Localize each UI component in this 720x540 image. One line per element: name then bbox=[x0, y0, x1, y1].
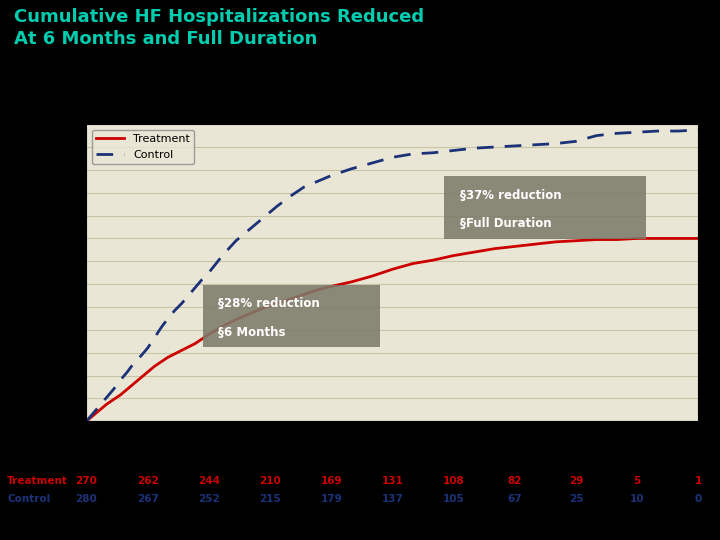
Text: Cumulative HF Hospitalizations Reduced: Cumulative HF Hospitalizations Reduced bbox=[14, 8, 425, 26]
Text: Treatment: Treatment bbox=[7, 476, 68, 487]
Text: §28% reduction: §28% reduction bbox=[218, 298, 320, 310]
Y-axis label: Cumulative Number of HFR Hospitalizations: Cumulative Number of HFR Hospitalization… bbox=[40, 145, 50, 401]
Text: 131: 131 bbox=[382, 476, 403, 487]
FancyBboxPatch shape bbox=[203, 285, 380, 347]
Text: At 6 Months and Full Duration: At 6 Months and Full Duration bbox=[14, 30, 318, 48]
Text: No. at Risk: No. at Risk bbox=[7, 459, 71, 469]
Text: 267: 267 bbox=[137, 494, 158, 504]
Text: §Full Duration: §Full Duration bbox=[459, 217, 552, 230]
Text: 0: 0 bbox=[695, 494, 702, 504]
Text: 5: 5 bbox=[634, 476, 641, 487]
Text: Control: Control bbox=[7, 494, 50, 504]
Text: §37% reduction: §37% reduction bbox=[459, 189, 562, 202]
Text: 1: 1 bbox=[695, 476, 702, 487]
Text: 262: 262 bbox=[137, 476, 158, 487]
Text: 25: 25 bbox=[569, 494, 583, 504]
Text: 179: 179 bbox=[320, 494, 342, 504]
Text: 82: 82 bbox=[508, 476, 522, 487]
Text: §6 Months: §6 Months bbox=[218, 326, 285, 339]
Text: 169: 169 bbox=[320, 476, 342, 487]
Text: 252: 252 bbox=[198, 494, 220, 504]
Text: 137: 137 bbox=[382, 494, 403, 504]
Legend: Treatment, Control: Treatment, Control bbox=[92, 130, 194, 164]
Text: 108: 108 bbox=[443, 476, 464, 487]
Text: 215: 215 bbox=[259, 494, 281, 504]
Text: 67: 67 bbox=[508, 494, 522, 504]
Text: 210: 210 bbox=[259, 476, 281, 487]
Text: 244: 244 bbox=[198, 476, 220, 487]
X-axis label: Days from Implant: Days from Implant bbox=[328, 447, 457, 460]
Text: 270: 270 bbox=[76, 476, 97, 487]
Text: 10: 10 bbox=[630, 494, 644, 504]
FancyBboxPatch shape bbox=[444, 176, 647, 239]
Text: 29: 29 bbox=[569, 476, 583, 487]
Text: 280: 280 bbox=[76, 494, 97, 504]
Text: 105: 105 bbox=[443, 494, 464, 504]
